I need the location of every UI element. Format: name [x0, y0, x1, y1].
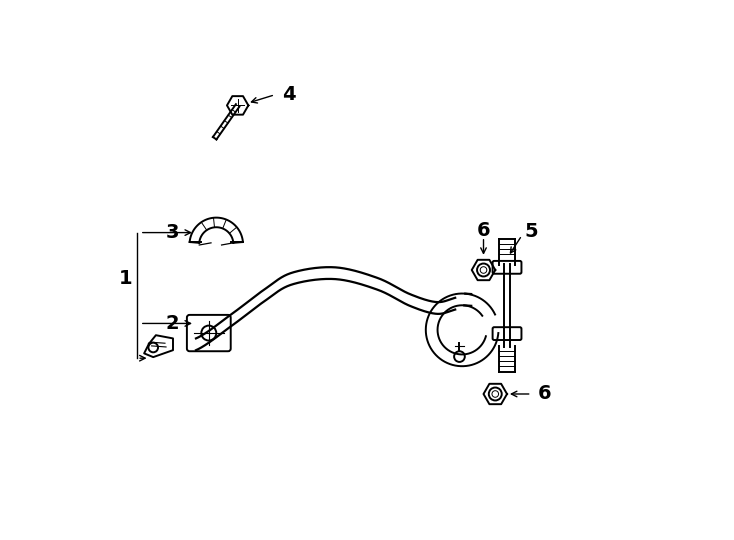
Text: 6: 6: [476, 221, 490, 240]
Text: 3: 3: [165, 223, 179, 242]
Text: 4: 4: [283, 85, 297, 104]
Text: 6: 6: [538, 384, 552, 403]
Text: 5: 5: [525, 222, 538, 241]
Text: 1: 1: [119, 268, 132, 287]
Text: 2: 2: [165, 314, 179, 333]
